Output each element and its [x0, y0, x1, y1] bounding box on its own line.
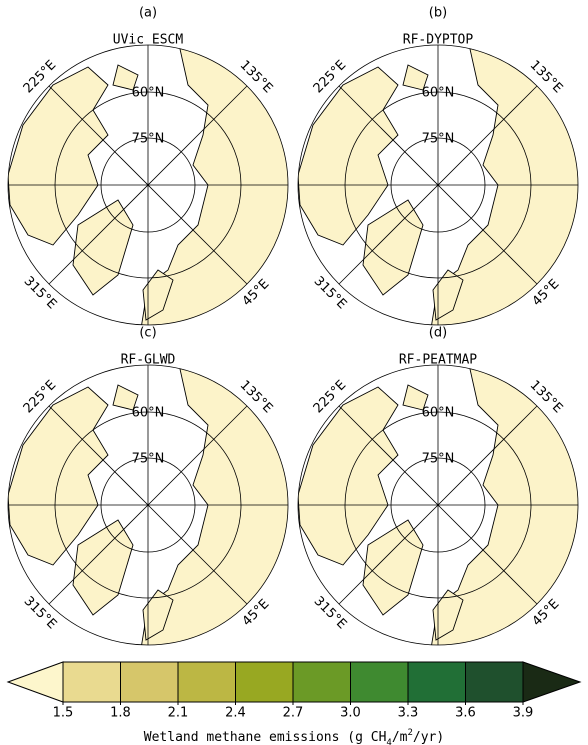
colorbar-tick-label: 2.7 — [283, 706, 304, 721]
lat-label: 75°N — [422, 452, 455, 467]
lat-label: 60°N — [132, 406, 165, 421]
lat-label: 60°N — [422, 86, 455, 101]
colorbar-tick-label: 3.6 — [455, 706, 476, 721]
colorbar-extend-high — [522, 661, 582, 703]
colorbar-extend-low — [6, 661, 64, 703]
meridian — [48, 85, 248, 285]
colorbar-tick-label: 1.8 — [110, 706, 131, 721]
colorbar-tick-label: 2.1 — [168, 706, 189, 721]
label-part: /yr) — [413, 730, 444, 745]
panel-title: UVic ESCM — [113, 33, 184, 48]
lat-label: 75°N — [132, 132, 165, 147]
panel-label: (a) — [139, 6, 157, 21]
label-part: 2 — [407, 728, 412, 738]
colorbar-tick-label: 1.5 — [53, 706, 74, 721]
meridian — [48, 405, 248, 605]
panel-label: (b) — [429, 6, 447, 21]
panel-title: RF-PEATMAP — [399, 353, 477, 368]
colorbar-box — [120, 661, 179, 703]
colorbar-box — [407, 661, 466, 703]
colorbar-label: Wetland methane emissions (g CH4/m2/yr) — [144, 728, 444, 745]
panel-title: RF-DYPTOP — [403, 33, 474, 48]
lat-label: 75°N — [422, 132, 455, 147]
colorbar-tick-label: 2.4 — [225, 706, 246, 721]
colorbar-tick-label: 3.0 — [340, 706, 361, 721]
label-part: 4 — [386, 738, 391, 745]
colorbar-tick-label: 3.9 — [513, 706, 534, 721]
meridian — [338, 405, 538, 605]
meridian — [338, 85, 538, 285]
panel-title: RF-GLWD — [121, 353, 176, 368]
label-part: /m — [392, 730, 408, 745]
lat-label: 60°N — [132, 86, 165, 101]
colorbar-box — [177, 661, 236, 703]
colorbar-box — [350, 661, 409, 703]
colorbar-box — [292, 661, 351, 703]
colorbar-tick-label: 3.3 — [398, 706, 419, 721]
lat-label: 75°N — [132, 452, 165, 467]
panel-label: (c) — [139, 326, 156, 341]
colorbar-box — [235, 661, 294, 703]
colorbar-box — [62, 661, 121, 703]
panel-label: (d) — [429, 326, 447, 341]
label-part: Wetland methane emissions (g CH — [144, 730, 387, 745]
colorbar-box — [465, 661, 524, 703]
lat-label: 60°N — [422, 406, 455, 421]
